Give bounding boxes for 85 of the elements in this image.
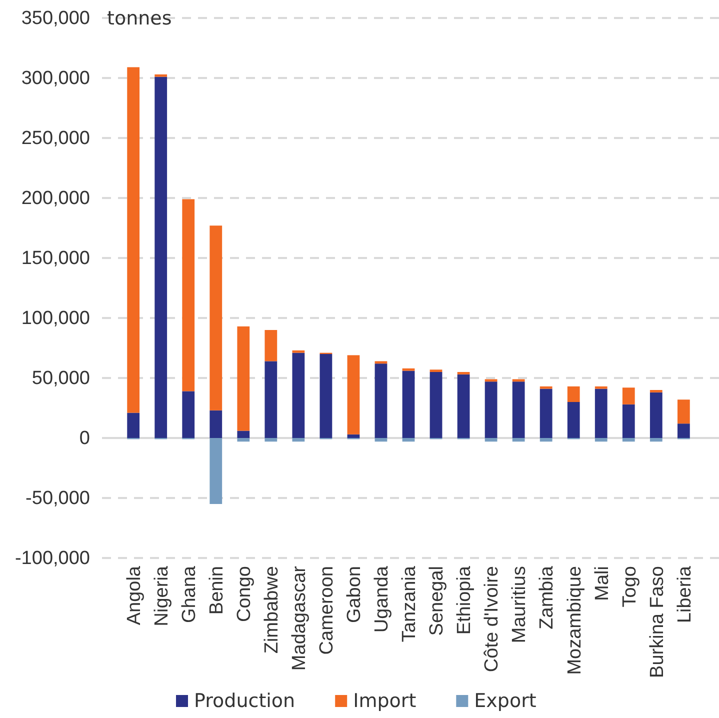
bar xyxy=(210,226,222,410)
bar xyxy=(127,412,140,438)
x-tick-label: Mali xyxy=(592,566,613,601)
y-tick-label: -50,000 xyxy=(26,488,90,510)
bar xyxy=(567,386,580,402)
x-tick-label: Ethiopia xyxy=(454,566,476,635)
bar xyxy=(622,388,635,404)
x-tick-label: Liberia xyxy=(674,566,696,624)
bar xyxy=(374,438,388,442)
bar xyxy=(154,74,168,77)
y-axis-title: tonnes xyxy=(107,8,172,30)
x-tick-label: Uganda xyxy=(372,566,393,633)
x-tick-label: Burkina Faso xyxy=(646,566,668,678)
x-tick-label: Angola xyxy=(124,566,145,626)
bar xyxy=(292,352,305,438)
x-tick-label: Benin xyxy=(206,566,228,615)
bar xyxy=(347,355,360,434)
x-tick-label: Mozambique xyxy=(564,566,586,675)
x-tick-label: Mauritius xyxy=(509,566,530,644)
x-tick-label: Ghana xyxy=(179,566,200,624)
x-tick-label: Côte d'Ivoire xyxy=(482,566,503,672)
bar xyxy=(292,350,305,353)
bar xyxy=(457,374,470,438)
y-tick-label: 0 xyxy=(79,428,90,450)
bar xyxy=(402,438,415,442)
bar xyxy=(540,386,552,389)
x-tick-label: Cameroon xyxy=(316,566,338,655)
bar xyxy=(402,368,415,371)
bar xyxy=(237,326,250,431)
bar xyxy=(237,430,250,438)
x-tick-label: Congo xyxy=(234,566,256,622)
y-tick-label: 300,000 xyxy=(21,68,90,90)
bar xyxy=(264,361,278,438)
bar xyxy=(210,410,222,438)
legend-label: Import xyxy=(353,690,416,712)
x-tick-label: Togo xyxy=(619,566,640,608)
y-tick-label: -100,000 xyxy=(14,548,90,570)
bar xyxy=(154,76,168,438)
x-tick-label: Nigeria xyxy=(151,566,172,626)
bar xyxy=(594,388,608,438)
bar xyxy=(594,438,608,442)
bar xyxy=(512,379,525,382)
y-tick-label: 250,000 xyxy=(21,128,90,150)
x-tick-label: Tanzania xyxy=(399,566,420,642)
bar xyxy=(264,438,278,442)
x-tick-label: Gabon xyxy=(344,566,366,624)
x-tick-label: Zimbabwe xyxy=(262,566,283,654)
bar xyxy=(347,434,360,438)
legend-label: Export xyxy=(474,690,536,712)
bar xyxy=(594,386,608,389)
bar xyxy=(650,392,662,438)
bar xyxy=(484,382,498,438)
x-tick-label: Madagascar xyxy=(289,565,310,671)
bar xyxy=(182,391,195,438)
bar xyxy=(512,438,525,442)
bar xyxy=(374,361,388,364)
bar xyxy=(237,438,250,442)
bar xyxy=(540,388,552,438)
bar xyxy=(650,438,662,442)
y-tick-label: 350,000 xyxy=(21,8,90,30)
bar xyxy=(567,402,580,438)
bar xyxy=(374,364,388,438)
bar xyxy=(540,438,552,442)
bar xyxy=(622,404,635,438)
legend-label: Production xyxy=(194,690,296,712)
y-tick-label: 50,000 xyxy=(32,368,90,390)
bar xyxy=(320,354,332,438)
bar xyxy=(677,424,690,438)
bar xyxy=(677,400,690,424)
y-tick-label: 200,000 xyxy=(21,188,90,210)
y-tick-label: 150,000 xyxy=(21,248,90,270)
bar xyxy=(292,438,305,442)
bar xyxy=(484,379,498,382)
bar xyxy=(127,67,140,413)
bar xyxy=(484,438,498,442)
bar xyxy=(182,199,195,392)
x-tick-label: Senegal xyxy=(426,566,448,636)
y-tick-label: 100,000 xyxy=(21,308,90,330)
bar xyxy=(264,330,278,362)
bar xyxy=(402,370,415,438)
bar xyxy=(512,382,525,438)
bar xyxy=(622,438,635,442)
x-tick-label: Zambia xyxy=(536,566,558,630)
bar xyxy=(430,372,442,438)
bar xyxy=(210,438,222,504)
